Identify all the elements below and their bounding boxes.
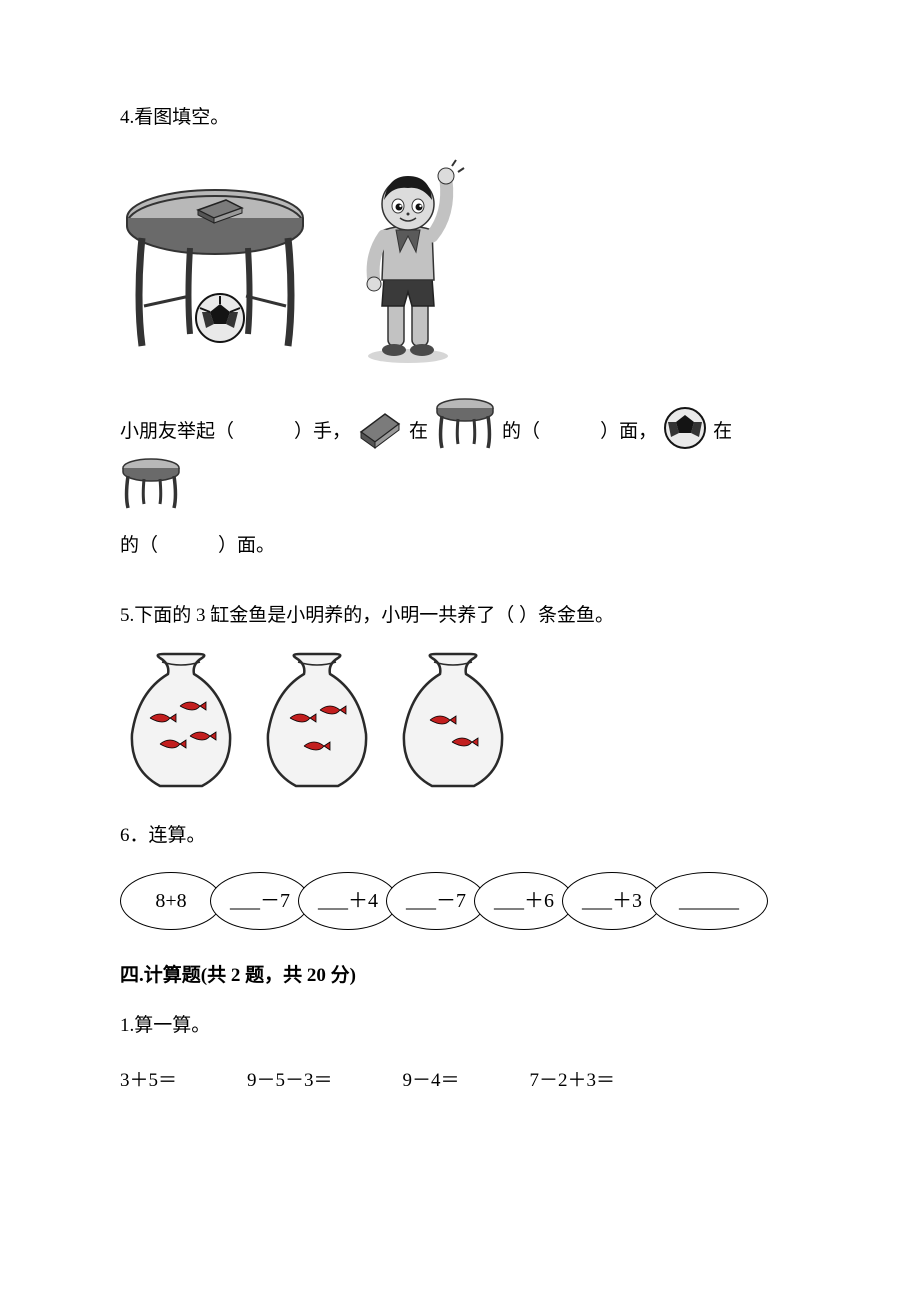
q4-main-illustration [120,156,800,366]
q4-text-p4: 的（ [502,414,540,450]
q5-vases-row [120,652,800,794]
chain-oval-3[interactable]: ___－7 [386,872,486,930]
table-icon-2 [120,456,182,510]
q4-sentence-row2: 的（ ）面。 [120,528,800,564]
book-icon [357,408,403,450]
calc1-item-0[interactable]: 3＋5＝ [120,1063,177,1099]
section-4-header: 四.计算题(共 2 题，共 20 分) [120,958,800,994]
chain-oval-1[interactable]: ___－7 [210,872,310,930]
q4-text-p6: 在 [713,414,732,450]
chain-oval-6[interactable]: ______ [650,872,768,930]
vase-3 [392,652,514,794]
vase-1 [120,652,242,794]
vase-2 [256,652,378,794]
q6-chain: 8+8 ___－7 ___＋4 ___－7 ___＋6 ___＋3 ______ [120,872,800,930]
q4-sentence-row1: 小朋友举起（ ）手， 在 的（ ）面， 在 [120,396,800,510]
q4-title: 4.看图填空。 [120,100,800,136]
chain-oval-5[interactable]: ___＋3 [562,872,662,930]
q6-title: 6．连算。 [120,818,800,854]
calc1-item-1[interactable]: 9－5－3＝ [247,1063,333,1099]
q4-text-p8: ）面。 [218,528,275,564]
boy-svg [338,156,478,366]
q4-text-p3: 在 [409,414,428,450]
calc1-item-2[interactable]: 9－4＝ [403,1063,460,1099]
q5-title: 5.下面的 3 缸金鱼是小明养的，小明一共养了（ ）条金鱼。 [120,598,800,634]
football-icon [663,406,707,450]
chain-oval-2[interactable]: ___＋4 [298,872,398,930]
q4-text-p1: 小朋友举起（ [120,414,234,450]
calc1-title: 1.算一算。 [120,1008,800,1044]
q4-text-p7: 的（ [120,528,158,564]
q4-text-p5: ）面， [600,414,657,450]
chain-oval-4[interactable]: ___＋6 [474,872,574,930]
q4-text-p2: ）手， [294,414,351,450]
table-icon-1 [434,396,496,450]
calc1-row: 3＋5＝ 9－5－3＝ 9－4＝ 7－2＋3＝ [120,1063,800,1099]
table-ball-svg [120,176,320,366]
chain-oval-0: 8+8 [120,872,222,930]
calc1-item-3[interactable]: 7－2＋3＝ [530,1063,616,1099]
